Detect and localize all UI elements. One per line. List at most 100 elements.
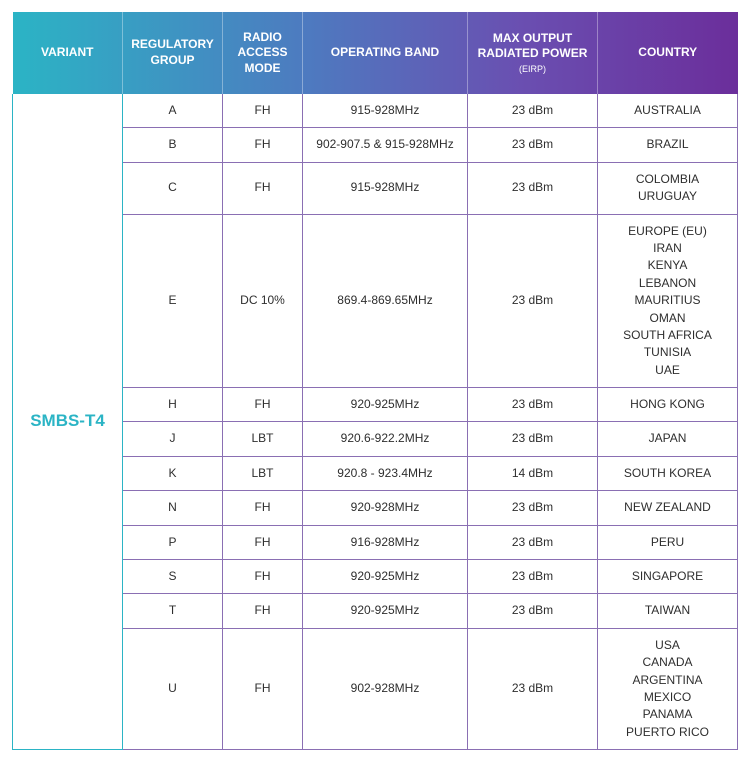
- country-item: SOUTH AFRICA: [602, 327, 733, 344]
- country-item: PUERTO RICO: [602, 724, 733, 741]
- country-cell: HONG KONG: [598, 388, 738, 422]
- power-cell: 23 dBm: [468, 94, 598, 128]
- band-cell: 920-925MHz: [303, 560, 468, 594]
- country-cell: EUROPE (EU)IRANKENYALEBANONMAURITIUSOMAN…: [598, 214, 738, 388]
- mode-cell: FH: [223, 594, 303, 628]
- group-cell: N: [123, 491, 223, 525]
- country-cell: SOUTH KOREA: [598, 456, 738, 490]
- country-item: SINGAPORE: [602, 568, 733, 585]
- country-item: MEXICO: [602, 689, 733, 706]
- country-cell: BRAZIL: [598, 128, 738, 162]
- group-cell: J: [123, 422, 223, 456]
- country-cell: NEW ZEALAND: [598, 491, 738, 525]
- band-cell: 916-928MHz: [303, 525, 468, 559]
- group-cell: S: [123, 560, 223, 594]
- spec-table: VARIANT REGULATORY GROUP RADIO ACCESS MODE…: [12, 12, 738, 750]
- header-label: RADIO ACCESS MODE: [237, 30, 287, 75]
- band-cell: 902-928MHz: [303, 628, 468, 749]
- table-head: VARIANT REGULATORY GROUP RADIO ACCESS MODE…: [13, 12, 738, 94]
- band-cell: 920-925MHz: [303, 388, 468, 422]
- header-label: OPERATING BAND: [331, 45, 439, 59]
- mode-cell: FH: [223, 628, 303, 749]
- band-cell: 920-925MHz: [303, 594, 468, 628]
- group-cell: B: [123, 128, 223, 162]
- power-cell: 23 dBm: [468, 628, 598, 749]
- mode-cell: FH: [223, 491, 303, 525]
- country-item: COLOMBIA: [602, 171, 733, 188]
- country-item: USA: [602, 637, 733, 654]
- power-cell: 14 dBm: [468, 456, 598, 490]
- country-cell: PERU: [598, 525, 738, 559]
- country-item: HONG KONG: [602, 396, 733, 413]
- group-cell: A: [123, 94, 223, 128]
- country-cell: COLOMBIAURUGUAY: [598, 162, 738, 214]
- mode-cell: LBT: [223, 422, 303, 456]
- country-item: CANADA: [602, 654, 733, 671]
- group-cell: E: [123, 214, 223, 388]
- country-item: ARGENTINA: [602, 672, 733, 689]
- band-cell: 920-928MHz: [303, 491, 468, 525]
- power-cell: 23 dBm: [468, 491, 598, 525]
- power-cell: 23 dBm: [468, 594, 598, 628]
- group-cell: P: [123, 525, 223, 559]
- band-cell: 920.8 - 923.4MHz: [303, 456, 468, 490]
- country-item: TUNISIA: [602, 344, 733, 361]
- group-cell: U: [123, 628, 223, 749]
- header-label: MAX OUTPUT RADIATED POWER: [478, 31, 588, 61]
- mode-cell: FH: [223, 94, 303, 128]
- country-item: TAIWAN: [602, 602, 733, 619]
- header-col-5: COUNTRY: [598, 12, 738, 94]
- country-item: EUROPE (EU): [602, 223, 733, 240]
- country-item: SOUTH KOREA: [602, 465, 733, 482]
- header-label: VARIANT: [41, 45, 93, 59]
- country-item: OMAN: [602, 310, 733, 327]
- mode-cell: FH: [223, 525, 303, 559]
- country-item: URUGUAY: [602, 188, 733, 205]
- band-cell: 915-928MHz: [303, 162, 468, 214]
- group-cell: T: [123, 594, 223, 628]
- header-label: COUNTRY: [638, 45, 697, 59]
- country-cell: AUSTRALIA: [598, 94, 738, 128]
- country-cell: TAIWAN: [598, 594, 738, 628]
- power-cell: 23 dBm: [468, 560, 598, 594]
- header-col-4: MAX OUTPUT RADIATED POWER (EIRP): [468, 12, 598, 94]
- mode-cell: FH: [223, 560, 303, 594]
- mode-cell: LBT: [223, 456, 303, 490]
- country-item: PERU: [602, 534, 733, 551]
- power-cell: 23 dBm: [468, 162, 598, 214]
- band-cell: 915-928MHz: [303, 94, 468, 128]
- country-item: AUSTRALIA: [602, 102, 733, 119]
- country-item: LEBANON: [602, 275, 733, 292]
- mode-cell: FH: [223, 162, 303, 214]
- power-cell: 23 dBm: [468, 128, 598, 162]
- power-cell: 23 dBm: [468, 422, 598, 456]
- band-cell: 869.4-869.65MHz: [303, 214, 468, 388]
- country-item: UAE: [602, 362, 733, 379]
- power-cell: 23 dBm: [468, 525, 598, 559]
- country-cell: USACANADAARGENTINAMEXICOPANAMAPUERTO RIC…: [598, 628, 738, 749]
- band-cell: 920.6-922.2MHz: [303, 422, 468, 456]
- country-cell: JAPAN: [598, 422, 738, 456]
- power-cell: 23 dBm: [468, 388, 598, 422]
- header-label: REGULATORY GROUP: [131, 37, 213, 67]
- header-col-0: VARIANT: [13, 12, 123, 94]
- header-row: VARIANT REGULATORY GROUP RADIO ACCESS MODE…: [13, 12, 738, 94]
- header-col-3: OPERATING BAND: [303, 12, 468, 94]
- variant-cell: SMBS-T4: [13, 94, 123, 750]
- table-body: SMBS-T4AFH915-928MHz23 dBmAUSTRALIABFH90…: [13, 94, 738, 750]
- header-col-2: RADIO ACCESS MODE: [223, 12, 303, 94]
- country-item: JAPAN: [602, 430, 733, 447]
- country-item: IRAN: [602, 240, 733, 257]
- country-item: MAURITIUS: [602, 292, 733, 309]
- mode-cell: DC 10%: [223, 214, 303, 388]
- header-col-1: REGULATORY GROUP: [123, 12, 223, 94]
- group-cell: H: [123, 388, 223, 422]
- table-row: SMBS-T4AFH915-928MHz23 dBmAUSTRALIA: [13, 94, 738, 128]
- header-sublabel: (EIRP): [474, 64, 591, 76]
- mode-cell: FH: [223, 388, 303, 422]
- country-item: KENYA: [602, 257, 733, 274]
- country-item: BRAZIL: [602, 136, 733, 153]
- country-item: NEW ZEALAND: [602, 499, 733, 516]
- group-cell: K: [123, 456, 223, 490]
- mode-cell: FH: [223, 128, 303, 162]
